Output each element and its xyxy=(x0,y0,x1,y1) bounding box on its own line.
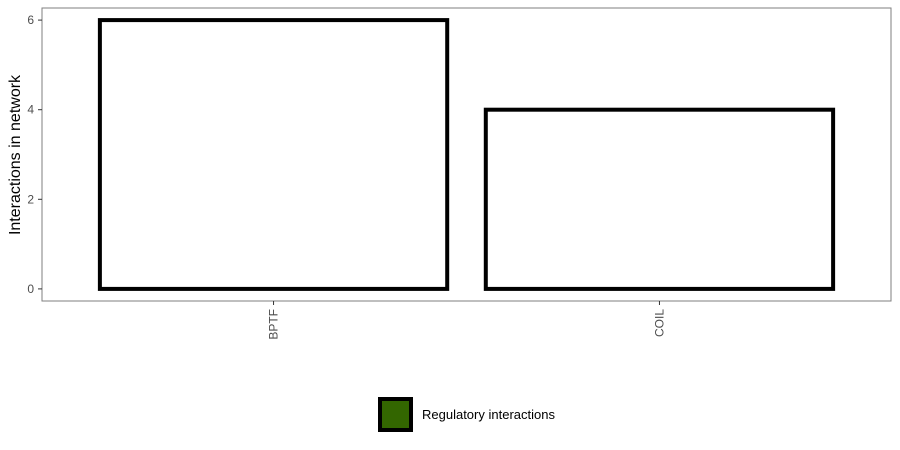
y-tick-label: 4 xyxy=(27,103,34,117)
y-axis-title: Interactions in network xyxy=(7,74,24,235)
legend-label: Regulatory interactions xyxy=(422,407,555,422)
y-tick-label: 2 xyxy=(27,192,34,206)
bar-bptf xyxy=(97,18,450,291)
bar-coil xyxy=(483,107,836,291)
x-tick-label-bptf: BPTF xyxy=(267,309,281,340)
x-tick-label-coil: COIL xyxy=(652,309,666,337)
y-tick-label: 6 xyxy=(27,13,34,27)
legend-swatch xyxy=(378,397,413,432)
legend: Regulatory interactions xyxy=(378,397,555,432)
y-tick-label: 0 xyxy=(27,282,34,296)
